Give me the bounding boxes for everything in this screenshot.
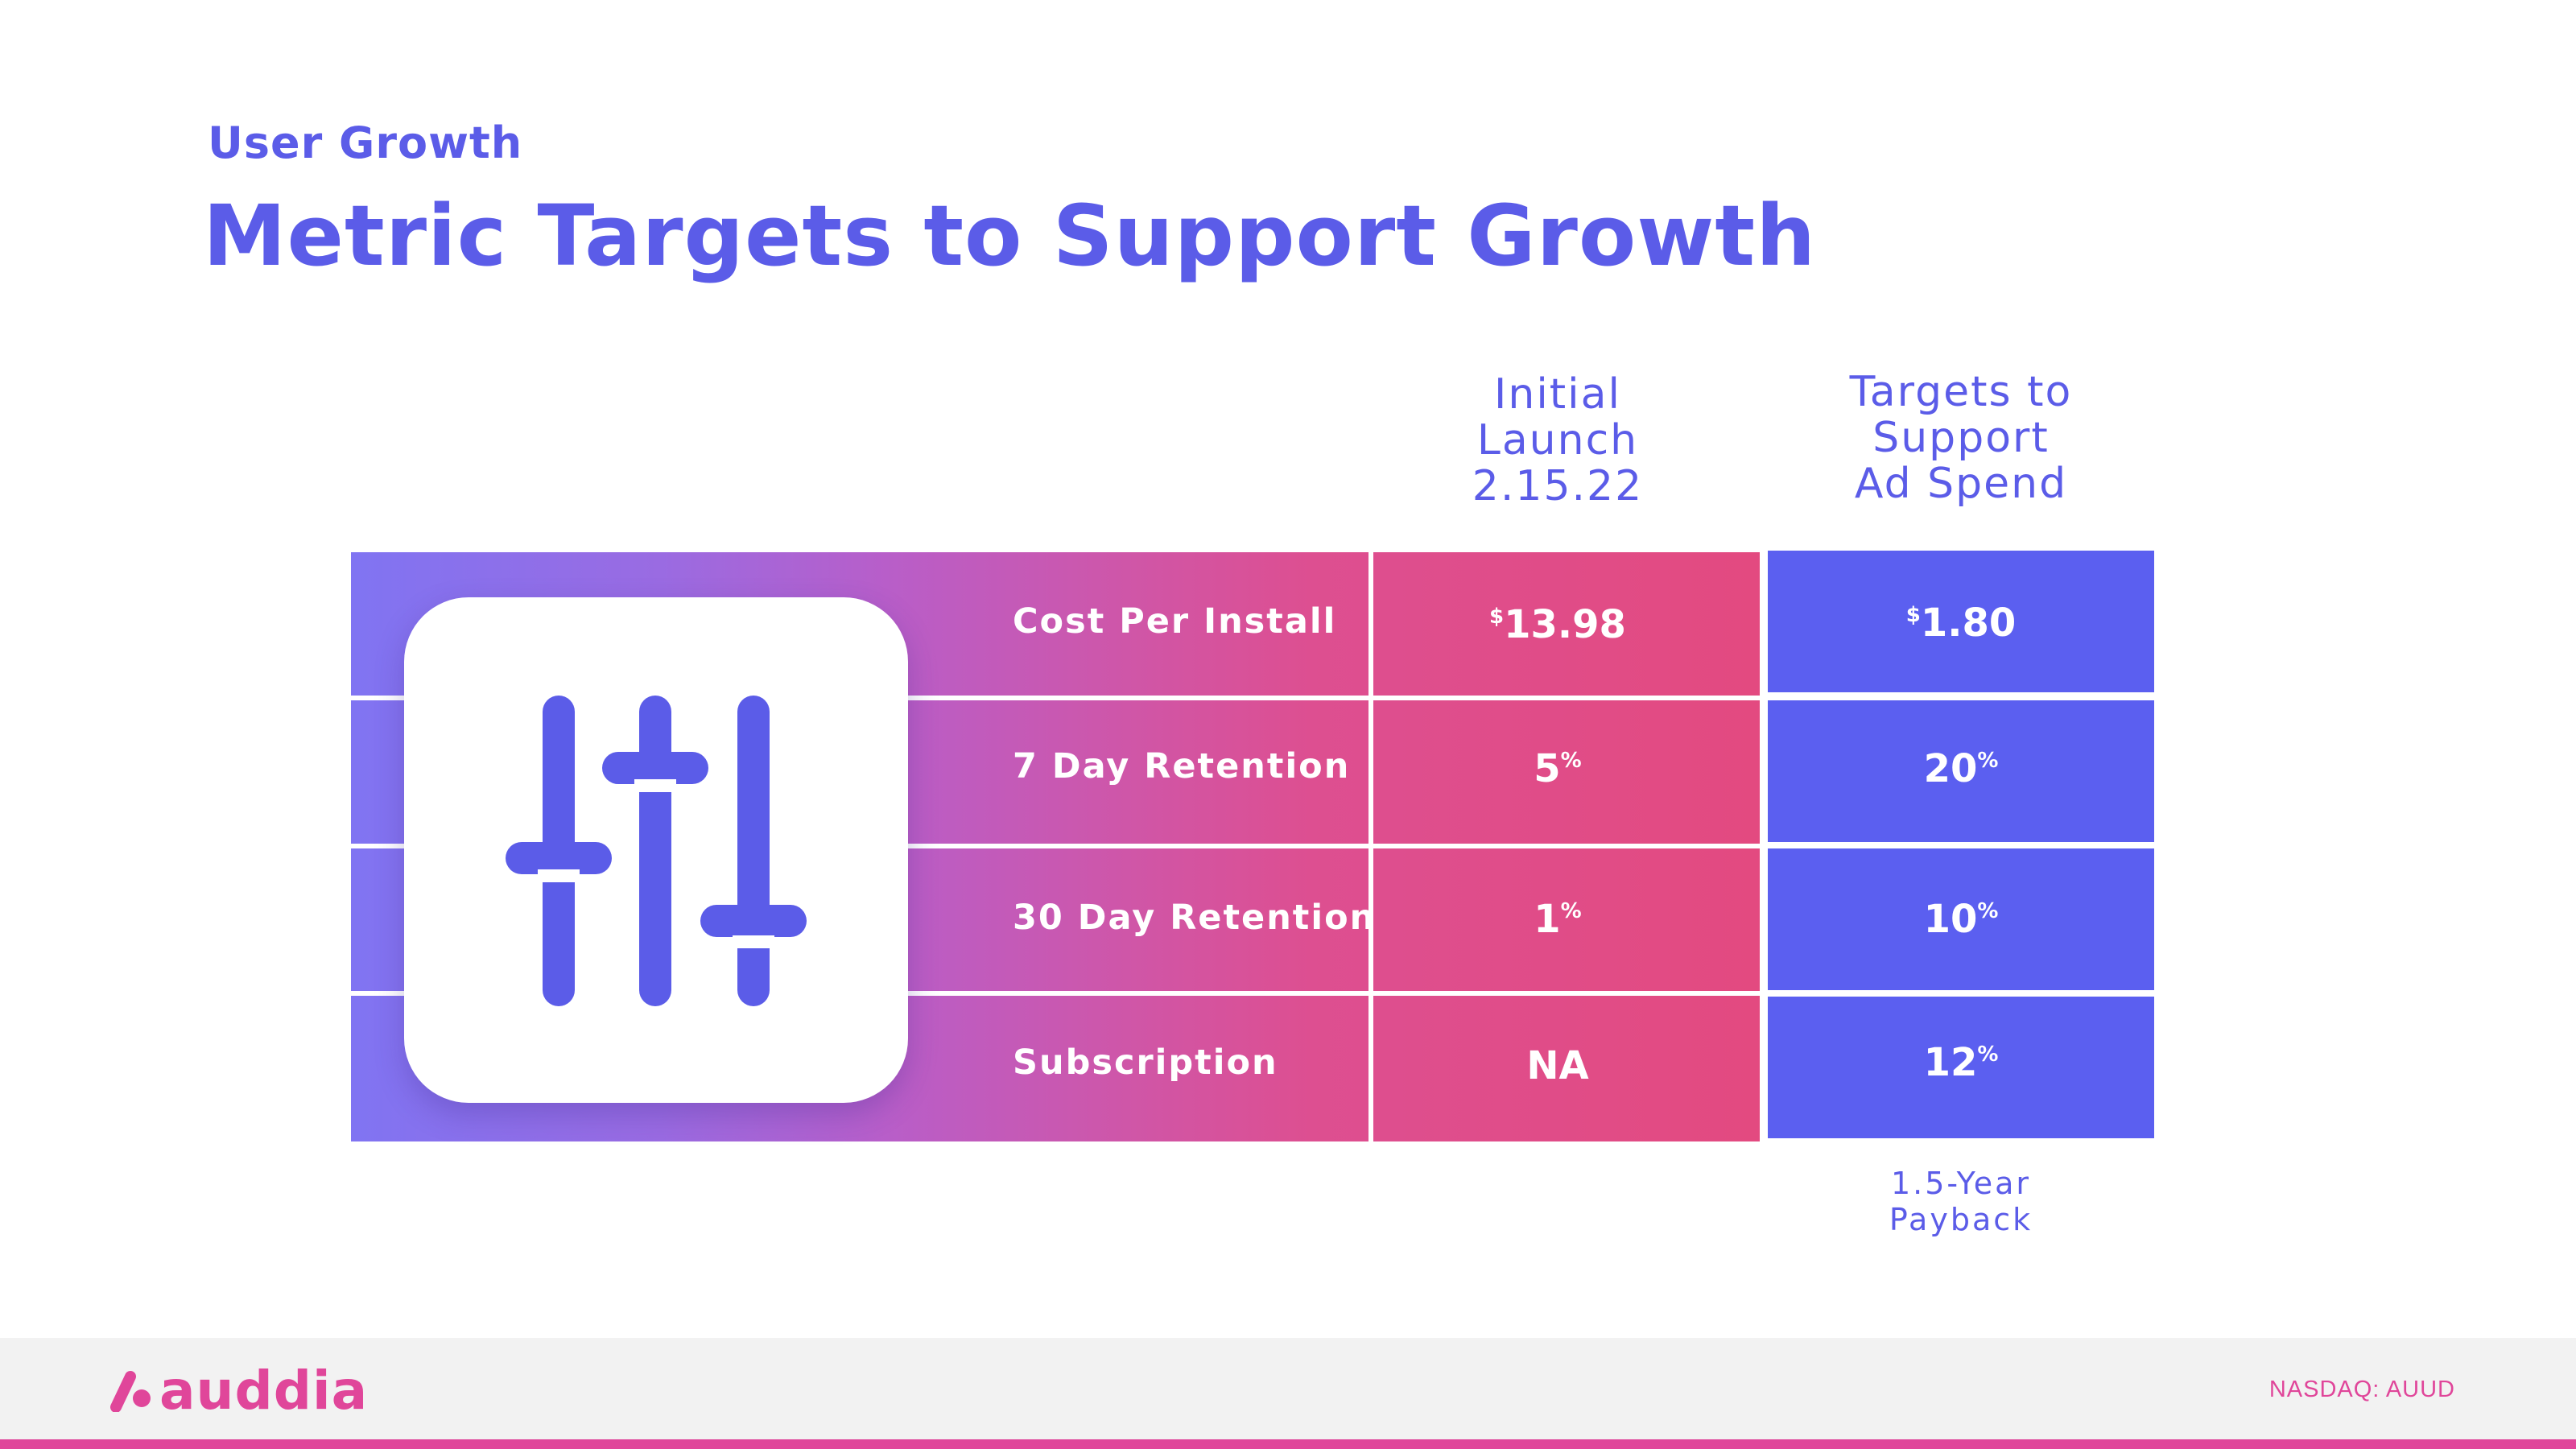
column-header-targets: Targets to Support Ad Spend (1768, 369, 2154, 507)
payback-note-line: Payback (1889, 1202, 2033, 1237)
initial-value-30-day-retention: 1% (1377, 895, 1739, 943)
value-number: NA (1526, 1043, 1589, 1088)
metric-label-7-day-retention: 7 Day Retention (1013, 746, 1351, 786)
target-value-subscription: 12% (1768, 1038, 2154, 1087)
value-number: 13.98 (1504, 602, 1626, 647)
footer-accent-stripe (0, 1439, 2576, 1449)
auddia-logo: auddia (109, 1360, 368, 1422)
value-suffix: % (1560, 749, 1582, 773)
column-divider (1368, 552, 1373, 1141)
payback-note-line: 1.5-Year (1890, 1166, 2032, 1201)
auddia-logo-icon (110, 1371, 151, 1412)
slide-title: Metric Targets to Support Growth (203, 187, 1817, 285)
target-value-30-day-retention: 10% (1768, 895, 2154, 943)
value-number: 1 (1534, 897, 1561, 942)
column-header-line: Initial (1494, 370, 1621, 419)
metric-label-cost-per-install: Cost Per Install (1013, 601, 1337, 642)
value-suffix: % (1977, 749, 1999, 773)
value-suffix: % (1977, 1042, 1999, 1067)
section-eyebrow: User Growth (208, 118, 523, 168)
sliders-icon (506, 696, 807, 1006)
metric-label-30-day-retention: 30 Day Retention (1013, 898, 1377, 938)
column-divider (1760, 552, 1765, 1141)
value-prefix: $ (1905, 603, 1921, 627)
target-value-cost-per-install: $1.80 (1768, 599, 2154, 647)
target-cell (1768, 848, 2154, 990)
initial-value-subscription: NA (1377, 1042, 1739, 1090)
value-number: 12 (1923, 1040, 1978, 1085)
row-divider (351, 844, 1760, 848)
slide-footer (0, 1338, 2576, 1439)
value-suffix: % (1977, 899, 1999, 923)
row-divider (351, 991, 1760, 996)
value-prefix: $ (1489, 605, 1505, 629)
row-divider (351, 696, 1760, 700)
value-number: 5 (1534, 746, 1561, 791)
target-cell (1768, 997, 2154, 1138)
ticker-symbol: NASDAQ: AUUD (2268, 1377, 2455, 1402)
target-cell (1768, 700, 2154, 842)
column-header-line: Targets to (1849, 368, 2073, 416)
logo-wordmark: auddia (159, 1360, 369, 1422)
metric-label-subscription: Subscription (1013, 1042, 1278, 1083)
column-header-line: Launch (1476, 416, 1639, 464)
value-number: 1.80 (1920, 601, 2017, 646)
column-header-line: Ad Spend (1854, 460, 2068, 508)
initial-value-cost-per-install: $13.98 (1377, 601, 1739, 649)
target-cell (1768, 551, 2154, 692)
initial-value-7-day-retention: 5% (1377, 745, 1739, 793)
value-number: 20 (1923, 746, 1978, 791)
value-number: 10 (1923, 897, 1978, 942)
target-value-7-day-retention: 20% (1768, 745, 2154, 793)
column-header-line: Support (1872, 414, 2050, 462)
value-suffix: % (1560, 899, 1582, 923)
sliders-icon-card (404, 597, 908, 1103)
payback-note: 1.5-Year Payback (1768, 1166, 2154, 1238)
column-header-initial-launch: Initial Launch 2.15.22 (1377, 372, 1739, 510)
column-header-line: 2.15.22 (1472, 462, 1644, 510)
